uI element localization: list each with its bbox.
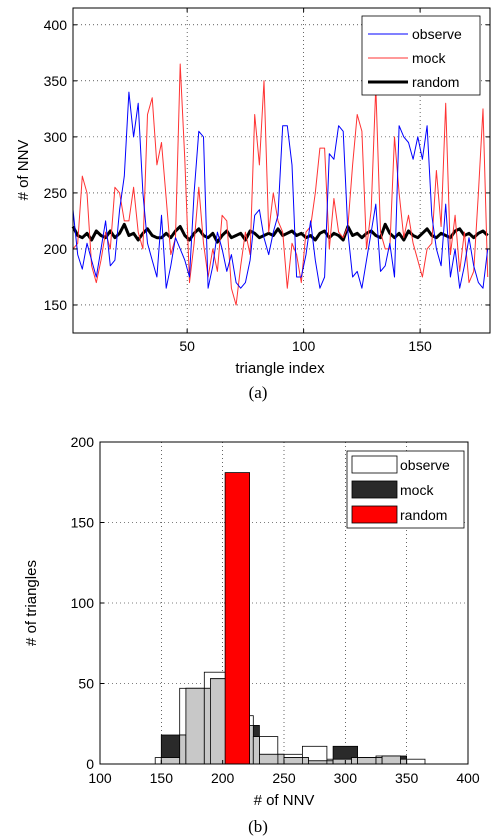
series-line-random: [71, 222, 489, 244]
legend-label-observe: observe: [400, 457, 450, 473]
bar-overlap: [179, 734, 187, 765]
histogram-chart: 100 150 200 250 300 350 400 0 50 100 150 200 observ…: [23, 434, 480, 836]
x-axis-label: # of NNV: [254, 792, 315, 809]
legend: observe mock random: [346, 450, 465, 529]
x-tick-label: 150: [150, 770, 174, 786]
legend-swatch-mock: [351, 480, 398, 499]
y-tick-label: 200: [71, 434, 95, 450]
bar-overlap: [357, 757, 377, 765]
axis-ticks: 50 100 150 150 200 250 300 350 400: [44, 8, 490, 354]
x-tick-label: 400: [456, 770, 480, 786]
x-tick-label: 200: [211, 770, 235, 786]
series-lines: [71, 63, 489, 306]
legend-swatch-observe: [351, 455, 398, 474]
y-tick-label: 50: [78, 676, 94, 692]
bar-overlap: [381, 755, 401, 765]
legend-swatch-random: [351, 505, 398, 524]
legend-label-mock: mock: [412, 50, 446, 66]
bar-overlap: [332, 758, 352, 765]
legend-label-random: random: [412, 74, 459, 90]
y-tick-label: 250: [44, 185, 68, 201]
axis-ticks: 100 150 200 250 300 350 400 0 50 100 150 200: [71, 434, 480, 786]
x-tick-label: 100: [292, 338, 316, 354]
x-tick-label: 300: [334, 770, 358, 786]
bar-random: [224, 472, 251, 765]
y-tick-label: 150: [44, 297, 68, 313]
bar-overlap: [351, 757, 358, 765]
bar-overlap: [252, 736, 260, 765]
x-tick-label: 250: [272, 770, 296, 786]
grid: [73, 8, 490, 333]
legend: observe mock random: [361, 15, 481, 96]
series-line-mock: [72, 63, 489, 306]
bar-overlap: [277, 753, 285, 765]
y-tick-label: 100: [71, 595, 95, 611]
y-tick-label: 300: [44, 129, 68, 145]
legend-label-random: random: [400, 507, 447, 523]
x-tick-label: 100: [88, 770, 112, 786]
y-tick-label: 150: [71, 515, 95, 531]
bar-overlap: [400, 758, 407, 765]
histogram-bars: [154, 472, 426, 765]
bar-overlap: [160, 757, 181, 765]
x-tick-label: 50: [179, 338, 195, 354]
bar-overlap: [185, 687, 205, 765]
legend-label-mock: mock: [400, 482, 434, 498]
y-tick-label: 200: [44, 241, 68, 257]
legend-label-observe: observe: [412, 26, 462, 42]
plot-frame: [72, 7, 491, 334]
line-chart: 50 100 150 150 200 250 300 350 400 observe mock …: [15, 7, 491, 402]
bar-overlap: [259, 753, 279, 765]
x-tick-label: 350: [395, 770, 419, 786]
y-axis-label: # of NNV: [15, 140, 32, 201]
bar-overlap: [203, 687, 211, 765]
y-axis-label: # of triangles: [23, 560, 40, 646]
x-tick-label: 150: [408, 338, 432, 354]
bar-overlap: [283, 757, 303, 765]
y-tick-label: 400: [44, 17, 68, 33]
y-tick-label: 0: [86, 756, 94, 772]
bar-overlap: [301, 757, 309, 765]
bar-overlap: [375, 757, 383, 765]
y-tick-label: 350: [44, 73, 68, 89]
series-line-observe: [72, 91, 489, 289]
caption-b: (b): [248, 817, 268, 836]
x-axis-label: triangle index: [235, 360, 325, 377]
caption-a: (a): [249, 383, 268, 402]
